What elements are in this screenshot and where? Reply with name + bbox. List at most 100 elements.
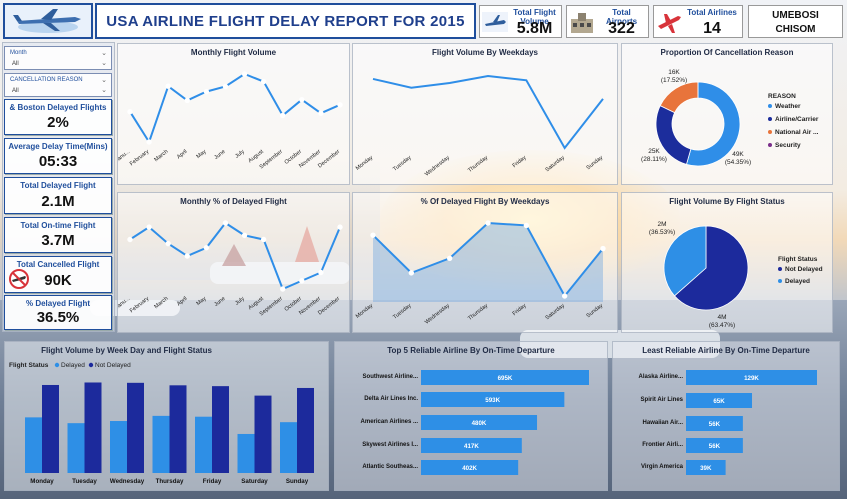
kpi-label: Total Cancelled Flight xyxy=(16,260,100,269)
airplane-icon xyxy=(482,12,508,32)
chevron-down-icon[interactable]: ⌄ xyxy=(101,60,107,67)
legend-marker xyxy=(768,104,772,108)
bar xyxy=(686,416,743,431)
tile-label: Total Airlines xyxy=(687,8,737,17)
pie-slice-not-delayed xyxy=(673,225,749,311)
chart-title: Proportion Of Cancellation Reason xyxy=(660,48,794,57)
kpi-label: Total On-time Flight xyxy=(20,221,96,230)
tile-label: Total Flight Volume xyxy=(513,8,556,26)
x-tick-label: Monday xyxy=(355,155,375,172)
x-tick-label: July xyxy=(234,149,246,160)
chart-title: Flight Volume By Weekdays xyxy=(432,48,538,57)
chevron-down-icon[interactable]: ⌄ xyxy=(101,50,107,57)
chevron-down-icon[interactable]: ⌄ xyxy=(101,77,107,84)
legend-label: Delayed xyxy=(61,362,85,369)
data-point xyxy=(408,270,415,276)
bar-value-label: 65K xyxy=(713,398,725,405)
data-point xyxy=(222,83,229,90)
x-tick-label: Wednesday xyxy=(424,155,451,178)
bar xyxy=(421,370,589,385)
kpi-card-boston-delayed: & Boston Delayed Flights 2% xyxy=(4,99,112,135)
legend-label: Security xyxy=(775,142,801,149)
y-category-label: Delta Air Lines Inc. xyxy=(364,396,418,402)
kpi-value: 36.5% xyxy=(36,309,80,326)
bar-delayed xyxy=(280,422,297,473)
bar xyxy=(421,415,538,430)
slice-value-label: 16K xyxy=(668,69,680,76)
tile-value: 322 xyxy=(608,20,635,37)
data-point xyxy=(146,139,152,145)
bar-value-label: 695K xyxy=(498,375,513,382)
slicer-label: Month xyxy=(10,50,27,56)
x-tick-label: Tuesday xyxy=(392,303,413,321)
x-tick-label: March xyxy=(153,149,169,163)
kpi-value: 05:33 xyxy=(38,153,78,170)
y-category-label: Atlantic Southeas... xyxy=(362,464,418,470)
airline-icon xyxy=(658,14,681,33)
data-point xyxy=(165,240,171,247)
data-point xyxy=(127,236,133,243)
kpi-value: 2% xyxy=(47,114,69,131)
legend-label: National Air ... xyxy=(775,129,819,136)
slicer-value: All xyxy=(12,61,19,67)
data-point xyxy=(337,224,343,230)
legend-label: Not Delayed xyxy=(95,362,131,369)
airport-icon xyxy=(571,13,593,33)
x-tick-label: February xyxy=(129,149,150,168)
page-title: USA AIRLINE FLIGHT DELAY REPORT FOR 2015 xyxy=(106,13,465,30)
bar-value-label: 480K xyxy=(472,420,487,427)
x-tick-label: Tuesday xyxy=(392,155,413,173)
x-tick-label: Monday xyxy=(355,303,375,320)
series-area xyxy=(373,223,603,302)
data-point xyxy=(203,88,210,95)
pie-slice-weather xyxy=(685,81,741,167)
bar-delayed xyxy=(67,423,85,473)
series-line xyxy=(129,221,341,291)
cancellation-reason-slicer[interactable]: CANCELLATION REASON ⌄ All ⌄ xyxy=(4,73,112,97)
kpi-tile-total-airports: Total Airports 322 xyxy=(566,5,649,38)
legend-marker xyxy=(778,267,782,271)
x-tick-label: February xyxy=(129,296,150,315)
bar-delayed xyxy=(110,421,127,473)
kpi-label: & Boston Delayed Flights xyxy=(9,103,107,112)
kpi-card-total-ontime: Total On-time Flight 3.7M xyxy=(4,217,112,253)
x-tick-label: March xyxy=(153,296,169,310)
kpi-label: Total Delayed Flight xyxy=(20,181,96,190)
y-category-label: Spirit Air Lines xyxy=(641,397,684,403)
chevron-down-icon[interactable]: ⌄ xyxy=(101,87,107,94)
legend-title: REASON xyxy=(768,93,796,100)
top5-reliable-bar-chart: Southwest Airline... 695K Delta Air Lines … xyxy=(361,370,589,475)
flight-status-pie-chart: 4M(63.47%) 2M(36.53%) Flight Status Not Del… xyxy=(649,221,823,329)
chart-panel-cancellation-reason: Proportion Of Cancellation Reason 49K (54… xyxy=(621,43,833,185)
chart-panel-monthly-volume: Monthly Flight Volume Janu... February Mar… xyxy=(117,43,350,185)
data-point xyxy=(260,236,267,243)
data-point xyxy=(318,110,324,116)
slice-value-label: 2M xyxy=(657,221,666,228)
bar xyxy=(686,370,817,385)
month-slicer[interactable]: Month ⌄ All ⌄ xyxy=(4,46,112,70)
legend-title: Flight Status xyxy=(778,256,818,263)
data-point xyxy=(299,278,305,284)
data-point xyxy=(165,83,171,89)
kpi-value: 3.7M xyxy=(41,232,75,249)
kpi-card-total-cancelled: Total Cancelled Flight 90K xyxy=(4,256,112,293)
tile-label: Total Airports xyxy=(605,8,638,26)
tile-value: 5.8M xyxy=(516,20,553,37)
author-card: UMEBOSI CHISOM xyxy=(748,5,843,38)
series-line xyxy=(372,74,604,150)
airplane-logo-icon xyxy=(13,9,81,33)
slice-percent-label: (17.52%) xyxy=(661,77,687,84)
x-tick-label: Friday xyxy=(203,478,222,485)
chart-panel-monthly-pct-delayed: Monthly % of Delayed Flight Janu... Febru… xyxy=(117,192,350,333)
data-point xyxy=(184,253,190,259)
kpi-card-total-delayed: Total Delayed Flight 2.1M xyxy=(4,177,112,214)
legend-label: Airline/Carrier xyxy=(775,116,819,123)
x-tick-label: Wednesday xyxy=(424,303,451,326)
bar-not-delayed xyxy=(297,387,314,473)
legend-label: Weather xyxy=(775,103,801,110)
x-tick-label: Wednesday xyxy=(110,478,145,485)
bar-value-label: 417K xyxy=(464,443,479,450)
chart-title: Least Reliable Airline By On-Time Depart… xyxy=(642,346,810,355)
bar-delayed xyxy=(25,417,42,473)
y-category-label: Southwest Airline... xyxy=(363,374,419,380)
